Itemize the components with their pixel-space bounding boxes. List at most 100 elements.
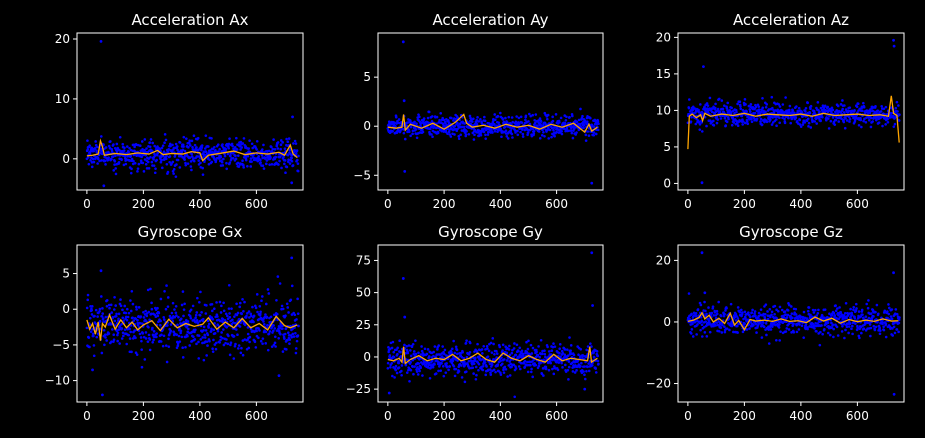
data-point — [447, 130, 451, 134]
data-point — [122, 319, 125, 323]
data-point — [584, 133, 588, 137]
data-point — [291, 327, 294, 331]
data-point — [422, 117, 426, 120]
data-point — [508, 374, 512, 377]
data-point — [261, 295, 264, 298]
data-point — [432, 350, 435, 354]
data-point — [832, 311, 836, 315]
data-point — [136, 170, 139, 173]
data-point — [142, 316, 146, 319]
data-point — [212, 338, 215, 342]
data-point — [787, 328, 791, 331]
data-point — [266, 324, 269, 327]
data-point — [719, 314, 723, 318]
data-point — [96, 162, 99, 165]
data-point — [179, 317, 183, 321]
data-point — [715, 312, 719, 316]
data-point — [408, 380, 411, 383]
data-point — [764, 110, 767, 114]
data-point — [765, 103, 769, 106]
data-point — [539, 338, 543, 342]
data-point — [259, 312, 262, 316]
data-point — [196, 136, 200, 140]
data-point — [240, 146, 243, 149]
data-point — [241, 298, 244, 301]
data-point — [521, 135, 525, 138]
data-point — [214, 341, 218, 345]
data-point — [144, 162, 148, 166]
data-point — [499, 359, 502, 363]
data-point — [144, 153, 147, 157]
data-point — [420, 349, 424, 353]
data-point — [707, 319, 711, 323]
data-point — [242, 166, 245, 169]
data-point — [532, 129, 536, 133]
data-point — [136, 323, 140, 327]
data-point — [136, 318, 139, 322]
data-point — [872, 315, 875, 318]
data-point — [531, 113, 534, 117]
data-point — [481, 352, 484, 355]
data-point — [129, 171, 133, 175]
data-point — [816, 101, 820, 104]
data-point — [465, 370, 468, 373]
data-point — [153, 313, 156, 317]
data-point — [496, 115, 500, 118]
data-point — [92, 334, 95, 338]
data-point — [129, 330, 132, 334]
data-point — [415, 368, 418, 371]
data-point — [439, 112, 443, 115]
data-point — [800, 111, 804, 114]
data-point — [411, 358, 415, 362]
axes-frame — [377, 244, 604, 403]
data-point — [821, 332, 824, 336]
data-point — [255, 293, 259, 296]
data-point — [427, 121, 430, 124]
data-point — [831, 116, 835, 119]
data-point — [116, 331, 120, 335]
data-point — [164, 138, 168, 142]
data-point — [863, 117, 866, 121]
data-point — [739, 105, 742, 108]
data-point — [486, 133, 490, 136]
data-point — [404, 363, 408, 367]
data-point — [225, 326, 229, 329]
data-point — [562, 127, 566, 131]
data-point — [192, 318, 196, 322]
data-point — [747, 114, 750, 118]
data-point — [237, 347, 240, 350]
data-point — [782, 316, 786, 319]
data-point — [126, 315, 130, 319]
data-point — [200, 311, 203, 314]
data-point — [567, 378, 570, 381]
data-point — [127, 333, 130, 337]
data-point — [457, 135, 461, 138]
data-point — [462, 125, 466, 129]
data-point — [417, 351, 420, 355]
data-point — [853, 317, 857, 320]
data-point — [753, 111, 757, 115]
data-point — [237, 344, 241, 347]
data-point — [176, 342, 180, 345]
data-point — [247, 147, 251, 150]
data-point — [506, 375, 509, 378]
data-point — [741, 118, 744, 121]
data-point — [263, 323, 266, 326]
data-point — [896, 110, 899, 113]
data-point — [587, 134, 591, 137]
data-point — [213, 322, 216, 325]
data-point — [159, 323, 162, 327]
data-point — [273, 148, 277, 151]
data-point — [207, 162, 211, 166]
data-point — [759, 120, 762, 123]
data-point — [125, 342, 129, 346]
data-point — [192, 134, 196, 138]
data-point — [279, 139, 283, 142]
data-point — [249, 312, 253, 316]
data-point — [713, 112, 717, 116]
data-point — [152, 338, 155, 342]
data-point — [864, 121, 868, 124]
data-point — [528, 122, 532, 126]
data-point — [286, 338, 289, 342]
data-point — [732, 121, 736, 124]
